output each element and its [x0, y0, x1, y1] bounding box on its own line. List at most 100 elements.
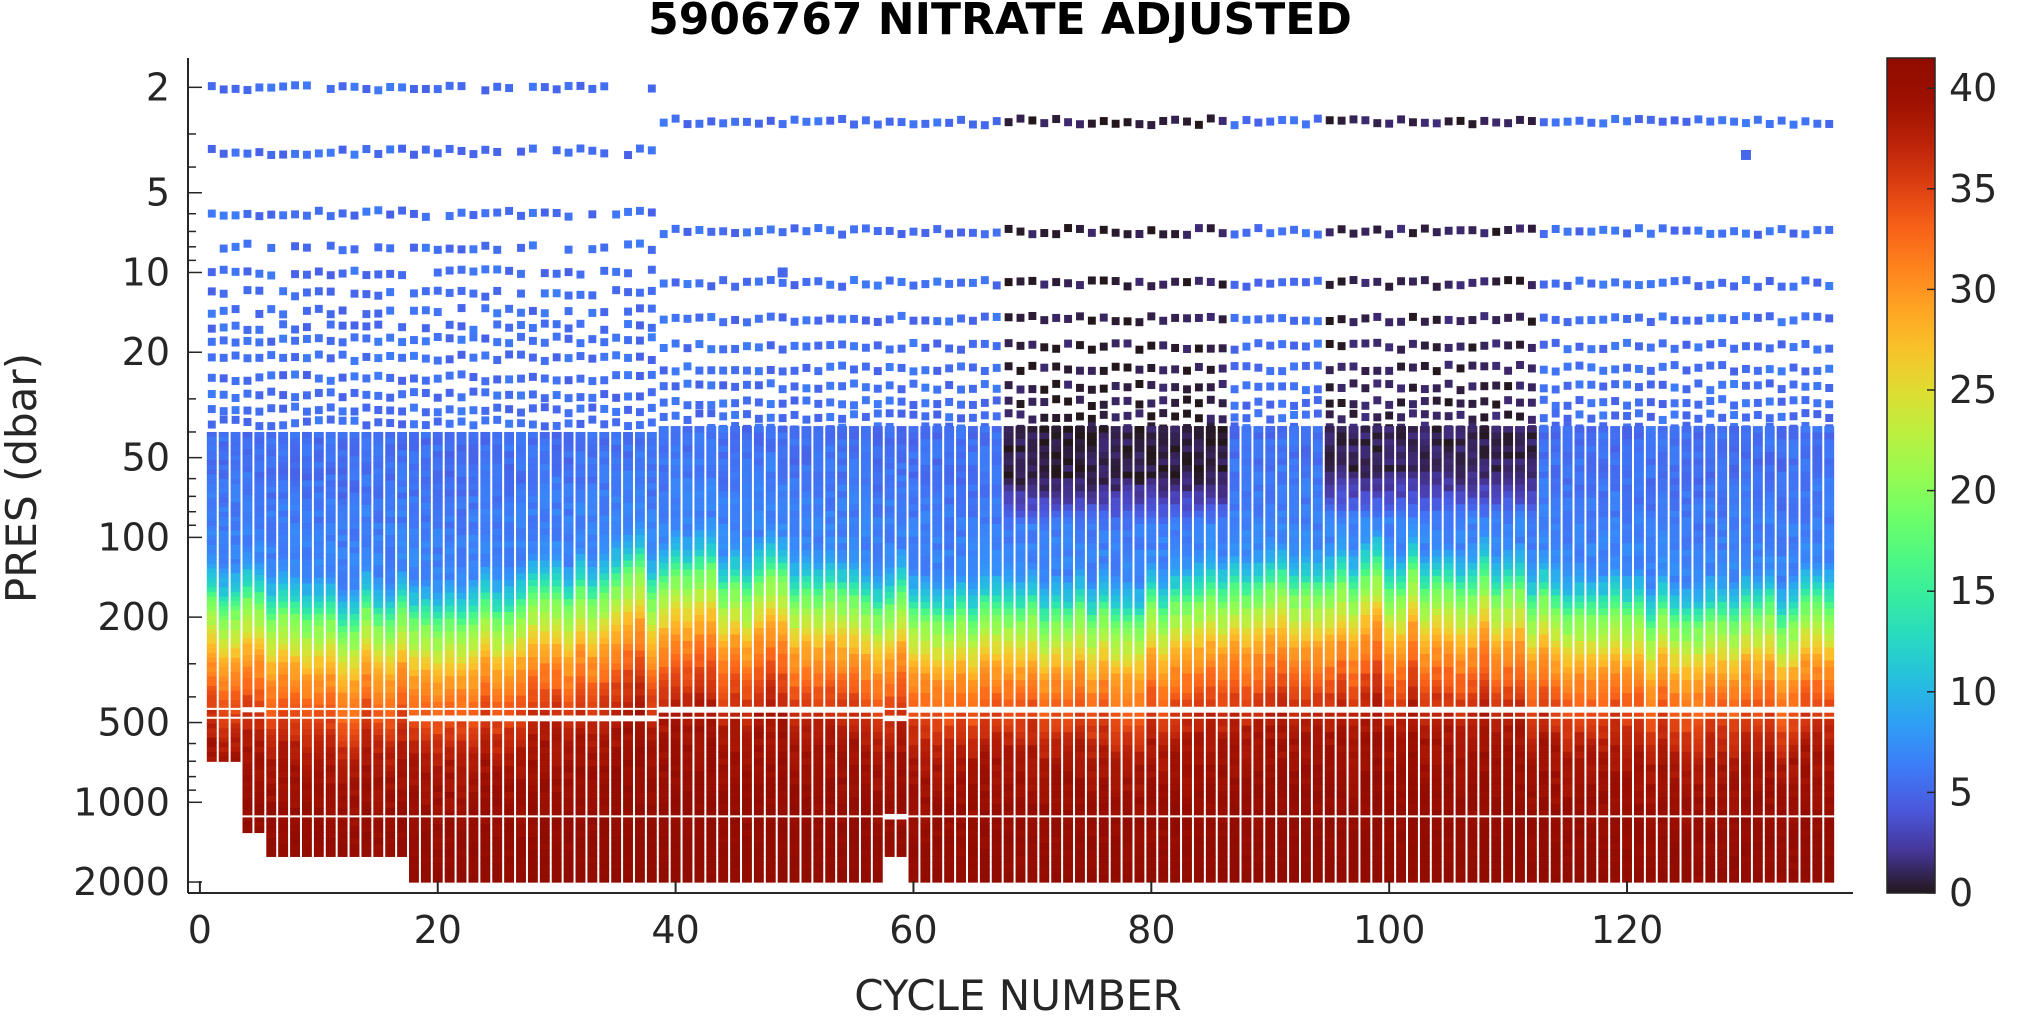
heatmap-cell [444, 534, 455, 542]
heatmap-cell [765, 627, 776, 636]
heatmap-cell [266, 456, 277, 463]
heatmap-cell [920, 869, 931, 877]
heatmap-cell [374, 149, 383, 158]
heatmap-cell [860, 862, 871, 870]
heatmap-cell [777, 784, 788, 792]
heatmap-cell [337, 450, 348, 457]
heatmap-cell [634, 740, 645, 748]
heatmap-cell [385, 674, 396, 682]
heatmap-cell [802, 227, 811, 236]
heatmap-cell [634, 727, 645, 735]
heatmap-cell [338, 393, 347, 402]
heatmap-cell [765, 608, 776, 616]
heatmap-cell [290, 504, 300, 512]
heatmap-cell [207, 353, 216, 362]
heatmap-cell [588, 291, 597, 300]
heatmap-cell [753, 803, 764, 811]
heatmap-cell [481, 304, 490, 313]
heatmap-cell [742, 725, 752, 733]
heatmap-cell [599, 566, 610, 575]
heatmap-cell [313, 747, 324, 754]
heatmap-cell [301, 565, 312, 573]
heatmap-cell [908, 790, 919, 798]
heatmap-cell [730, 497, 741, 505]
heatmap-cell [730, 725, 741, 733]
heatmap-cell [539, 489, 550, 497]
heatmap-cell [516, 676, 526, 684]
heatmap-cell [254, 615, 265, 622]
heatmap-cell [777, 790, 788, 798]
heatmap-cell [361, 589, 372, 597]
heatmap-cell [825, 536, 836, 544]
heatmap-cell [397, 486, 408, 494]
heatmap-cell [230, 718, 241, 725]
heatmap-cell [611, 515, 622, 523]
heatmap-cell [802, 415, 811, 424]
heatmap-cell [254, 523, 265, 530]
heatmap-cell [896, 844, 907, 851]
heatmap-cell [409, 663, 419, 671]
heatmap-cell [932, 595, 943, 603]
heatmap-cell [385, 747, 396, 754]
heatmap-cell [850, 120, 858, 129]
heatmap-cell [206, 728, 217, 734]
heatmap-cell [753, 445, 764, 453]
heatmap-cell [254, 803, 265, 811]
heatmap-cell [872, 432, 883, 440]
heatmap-cell [600, 243, 609, 252]
heatmap-cell [432, 830, 443, 838]
heatmap-cell [278, 638, 289, 645]
heatmap-cell [266, 625, 277, 633]
heatmap-cell [207, 144, 216, 153]
heatmap-cell [860, 725, 871, 733]
heatmap-cell [444, 779, 455, 787]
heatmap-cell [872, 523, 883, 531]
heatmap-cell [849, 686, 859, 694]
heatmap-cell [872, 667, 883, 675]
heatmap-cell [623, 431, 633, 440]
heatmap-cell [884, 776, 895, 784]
heatmap-cell [587, 554, 598, 562]
heatmap-cell [587, 573, 598, 581]
heatmap-cell [313, 662, 324, 670]
heatmap-cell [539, 502, 550, 510]
heatmap-cell [801, 647, 812, 655]
heatmap-cell [278, 486, 289, 494]
heatmap-cell [361, 474, 372, 482]
heatmap-cell [670, 601, 681, 610]
heatmap-cell [505, 375, 514, 384]
heatmap-cell [385, 468, 396, 476]
heatmap-cell [850, 379, 858, 388]
heatmap-cell [231, 305, 240, 314]
heatmap-cell [505, 266, 514, 275]
heatmap-cell [671, 411, 680, 420]
heatmap-cell [504, 431, 515, 440]
heatmap-cell [517, 211, 525, 220]
heatmap-cell [587, 509, 598, 517]
heatmap-cell [349, 565, 360, 573]
heatmap-cell [884, 518, 895, 526]
heatmap-cell [813, 439, 824, 447]
heatmap-cell [813, 745, 824, 753]
heatmap-cell [206, 657, 217, 664]
heatmap-cell [492, 573, 503, 581]
heatmap-cell [409, 856, 419, 864]
heatmap-cell [849, 777, 859, 785]
heatmap-cell [481, 86, 490, 95]
heatmap-cell [230, 511, 241, 518]
heatmap-cell [860, 608, 871, 616]
heatmap-cell [635, 206, 644, 215]
heatmap-cell [576, 270, 585, 279]
heatmap-cell [230, 667, 241, 673]
heatmap-cell [254, 546, 265, 553]
heatmap-cell [670, 875, 681, 883]
heatmap-cell [777, 523, 788, 531]
heatmap-cell [706, 530, 717, 538]
heatmap-cell [611, 496, 622, 504]
heatmap-cell [719, 399, 728, 408]
heatmap-cell [242, 769, 253, 776]
heatmap-cell [373, 662, 384, 670]
heatmap-cell [457, 322, 466, 331]
heatmap-cell [301, 668, 312, 676]
heatmap-cell [932, 478, 943, 486]
